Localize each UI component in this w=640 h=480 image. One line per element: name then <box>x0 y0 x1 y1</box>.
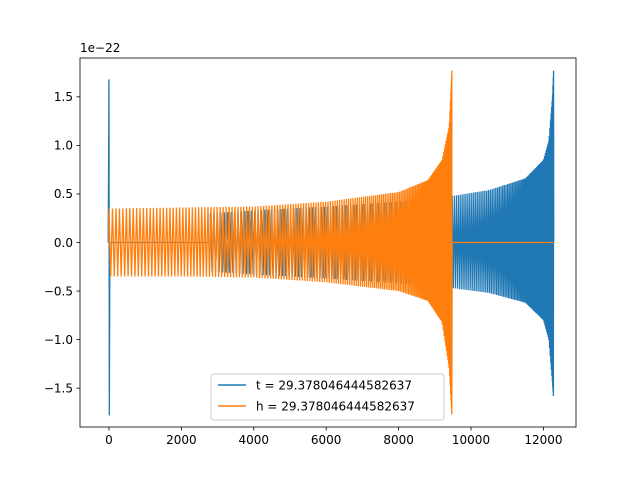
legend-box <box>210 373 445 421</box>
y-tick-label: 1.0 <box>54 139 73 153</box>
x-tick-label: 0 <box>105 433 113 447</box>
y-tick-label: −1.5 <box>44 381 73 395</box>
y-tick-label: 0.0 <box>54 236 73 250</box>
plot-content <box>107 70 555 416</box>
x-tick-label: 4000 <box>239 433 270 447</box>
y-offset-label: 1e−22 <box>80 41 120 55</box>
y-tick-label: −1.0 <box>44 333 73 347</box>
x-tick-label: 8000 <box>383 433 414 447</box>
x-tick-label: 12000 <box>524 433 562 447</box>
legend: t = 29.378046444582637 h = 29.3780464445… <box>210 373 445 421</box>
x-axis: 0 2000 4000 6000 8000 10000 12000 <box>105 427 563 447</box>
y-tick-label: 1.5 <box>54 90 73 104</box>
legend-label-t: t = 29.378046444582637 <box>256 379 412 393</box>
legend-label-h: h = 29.378046444582637 <box>256 400 415 414</box>
x-tick-label: 10000 <box>452 433 490 447</box>
y-tick-label: 0.5 <box>54 187 73 201</box>
x-tick-label: 6000 <box>311 433 342 447</box>
y-tick-label: −0.5 <box>44 284 73 298</box>
series-line-h <box>108 70 554 415</box>
x-tick-label: 2000 <box>166 433 197 447</box>
y-axis: −1.5 −1.0 −0.5 0.0 0.5 1.0 1.5 <box>44 90 80 395</box>
